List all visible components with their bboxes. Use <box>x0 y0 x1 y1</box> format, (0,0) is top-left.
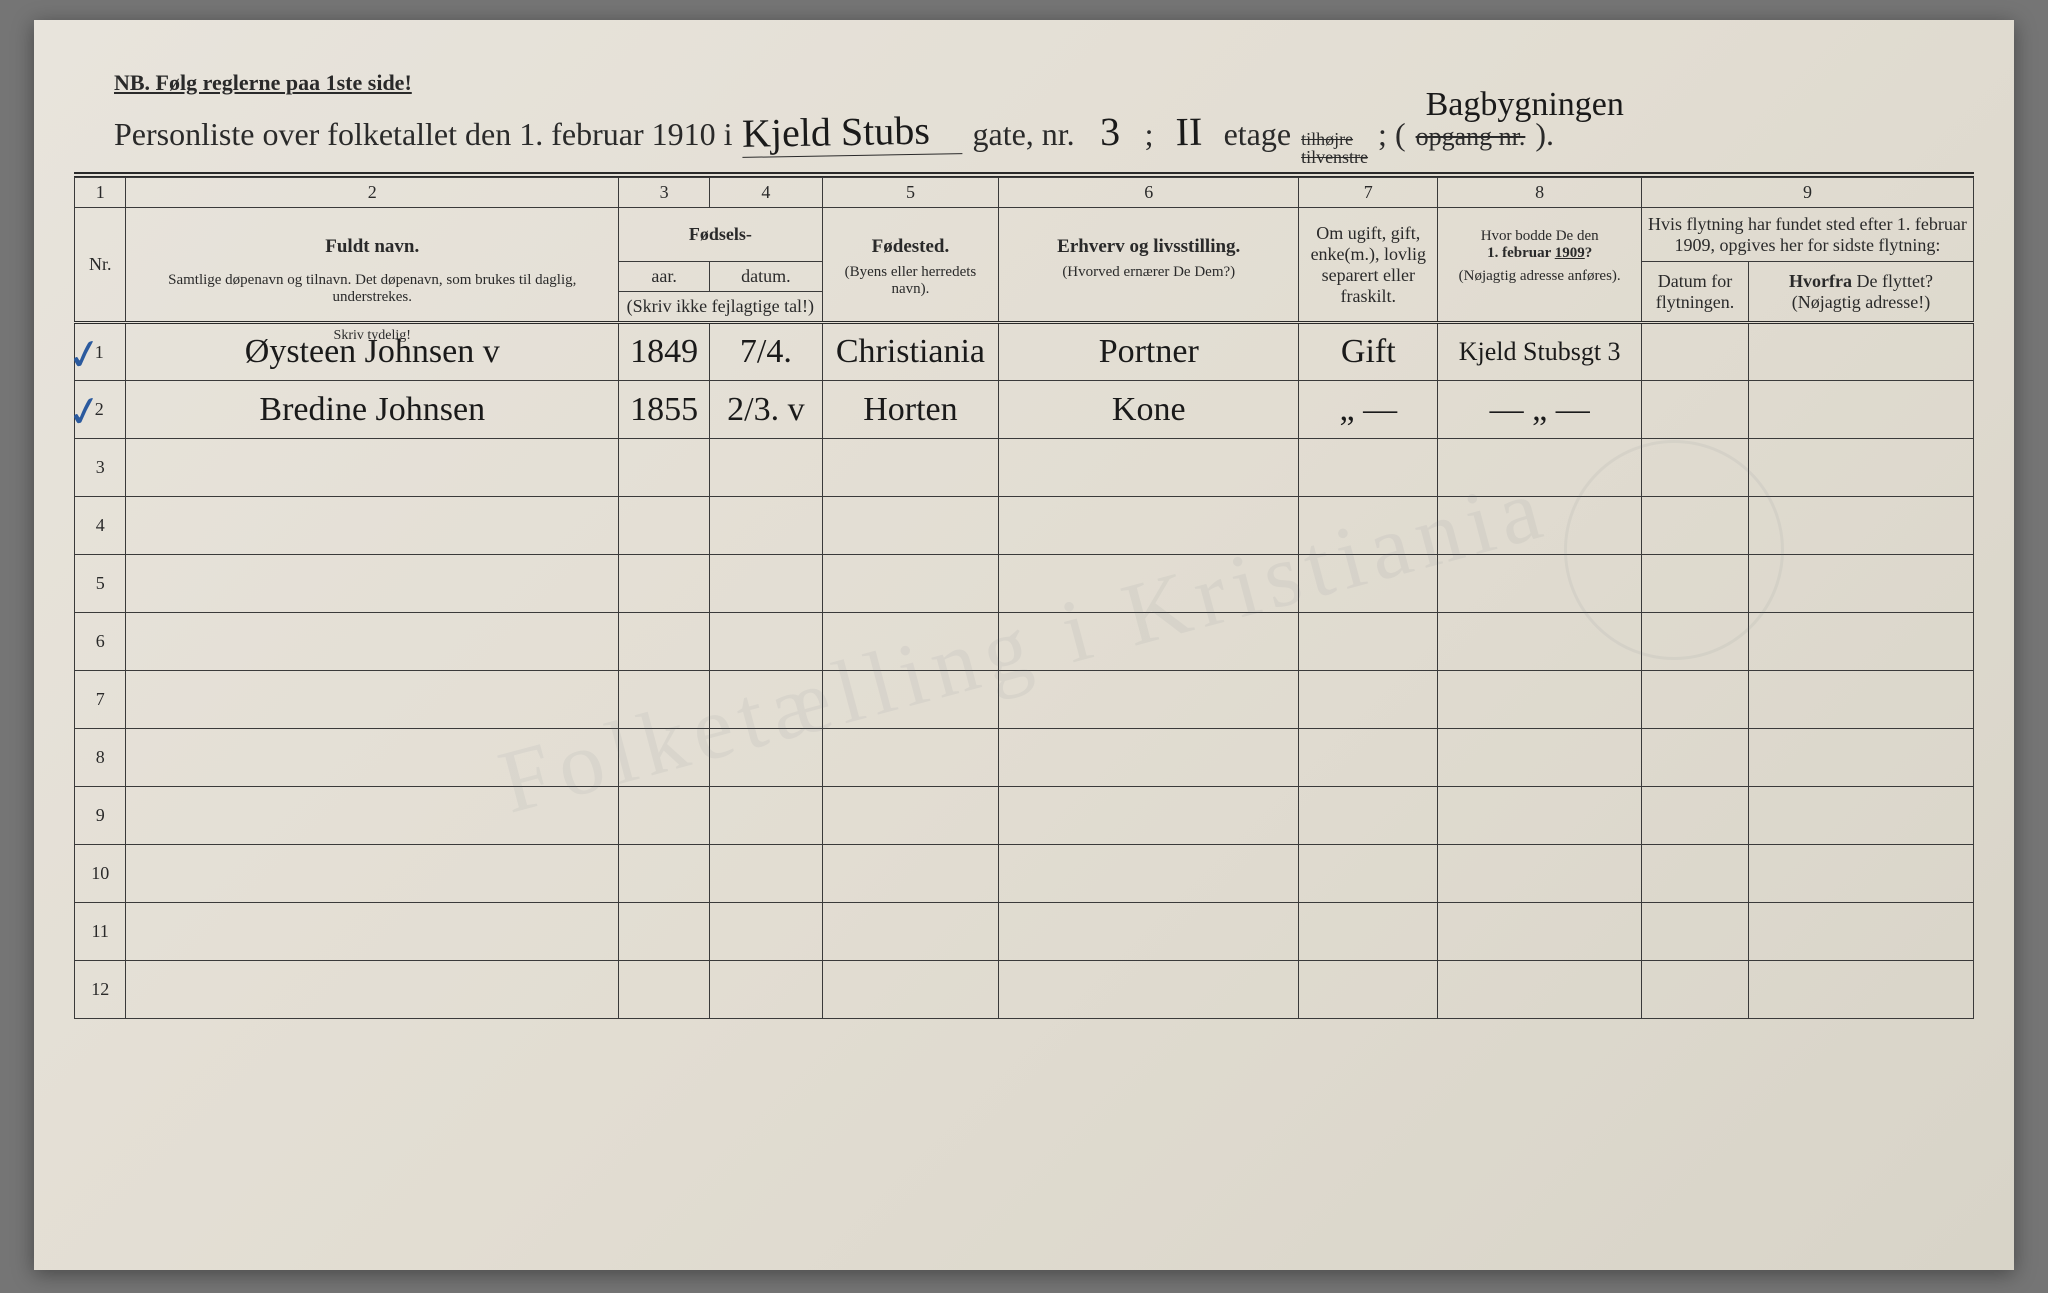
colnum-5: 5 <box>822 178 999 208</box>
hvorfra-value <box>1749 381 1974 439</box>
strike-tilhojre: tilhøjre <box>1301 130 1368 148</box>
title-semi2: ; ( <box>1378 116 1406 153</box>
column-number-row: 1 2 3 4 5 6 7 8 9 <box>75 178 1974 208</box>
table-row: 6 <box>75 613 1974 671</box>
flyt-datum-value <box>1641 323 1748 381</box>
colnum-6: 6 <box>999 178 1299 208</box>
col-fodsels: Fødsels- <box>619 208 822 262</box>
census-table: 1 2 3 4 5 6 7 8 9 Nr. Fuldt navn. Samtli… <box>74 177 1974 1019</box>
col-datum: datum. <box>710 262 822 292</box>
col-fodested-title: Fødested. <box>829 236 993 258</box>
nr-value: 3 <box>75 439 126 497</box>
colnum-2: 2 <box>126 178 619 208</box>
paren-handwritten: Bagbygningen <box>1426 86 1624 124</box>
flyt-datum-value <box>1641 381 1748 439</box>
table-row: 8 <box>75 729 1974 787</box>
col-navn-title: Fuldt navn. <box>132 236 612 258</box>
colnum-3: 3 <box>619 178 710 208</box>
col-fodested-sub: (Byens eller herredets navn). <box>829 264 993 298</box>
nr-value: 4 <box>75 497 126 555</box>
nr-handwritten: 3 <box>1084 108 1135 156</box>
table-row: 9 <box>75 787 1974 845</box>
erhverv-value: Kone <box>1112 391 1186 428</box>
check-icon: ✓ <box>63 327 106 381</box>
cell-nr: ✓ 2 <box>75 381 126 439</box>
nr-value: 10 <box>75 845 126 903</box>
col-bodde-title: Hvor bodde De den1. februar 1909? <box>1444 228 1635 262</box>
col-erhverv-sub: (Hvorved ernærer De Dem?) <box>1005 264 1292 281</box>
datum-value: 2/3. v <box>727 391 804 428</box>
fodested-value: Christiania <box>836 333 985 370</box>
nr-value: 11 <box>75 903 126 961</box>
nr-value: 12 <box>75 961 126 1019</box>
col-nr: Nr. <box>75 208 126 323</box>
table-row: ✓ 2 Bredine Johnsen 1855 2/3. v Horten K… <box>75 381 1974 439</box>
title-etage: etage <box>1224 116 1292 153</box>
col-erhverv-title: Erhverv og livsstilling. <box>1005 236 1292 258</box>
colnum-4: 4 <box>710 178 822 208</box>
navn-value: Bredine Johnsen <box>259 391 485 428</box>
title-semi: ; <box>1145 116 1154 153</box>
table-row: 10 <box>75 845 1974 903</box>
colnum-1: 1 <box>75 178 126 208</box>
table-row: ✓ 1 Skriv tydelig! Øysteen Johnsen v 184… <box>75 323 1974 381</box>
table-row: 4 <box>75 497 1974 555</box>
colnum-7: 7 <box>1299 178 1438 208</box>
title-gate: gate, nr. <box>972 116 1074 153</box>
col-fodested: Fødested. (Byens eller herredets navn). <box>822 208 999 323</box>
hvorfra-value <box>1749 323 1974 381</box>
header-row-1: Nr. Fuldt navn. Samtlige døpenavn og til… <box>75 208 1974 262</box>
etage-handwritten: II <box>1163 108 1214 156</box>
col-bodde-sub: (Nøjagtig adresse anføres). <box>1444 268 1635 285</box>
ugift-value: Gift <box>1341 333 1396 370</box>
strike-opgang: opgang nr. <box>1416 122 1526 151</box>
header-rule-1 <box>74 172 1974 174</box>
strike-tilvenstre: tilvenstre <box>1301 148 1368 166</box>
cell-navn: Skriv tydelig! Øysteen Johnsen v <box>126 323 619 381</box>
aar-value: 1855 <box>630 391 698 428</box>
table-row: 11 <box>75 903 1974 961</box>
datum-value: 7/4. <box>740 333 792 370</box>
nr-value: 8 <box>75 729 126 787</box>
fodested-value: Horten <box>863 391 957 428</box>
census-sheet: Folketælling i Kristiania NB. Følg regle… <box>34 20 2014 1270</box>
colnum-8: 8 <box>1438 178 1642 208</box>
table-row: 5 <box>75 555 1974 613</box>
header-title-row: Personliste over folketallet den 1. febr… <box>114 108 1974 166</box>
nr-value: 7 <box>75 671 126 729</box>
col-flyt-datum: Datum for flytningen. <box>1641 262 1748 323</box>
nr-value: 5 <box>75 555 126 613</box>
table-row: 7 <box>75 671 1974 729</box>
bodde-value: — „ — <box>1490 391 1590 428</box>
nr-value: 9 <box>75 787 126 845</box>
erhverv-value: Portner <box>1099 333 1199 370</box>
col-erhverv: Erhverv og livsstilling. (Hvorved ernære… <box>999 208 1299 323</box>
col-ugift: Om ugift, gift, enke(m.), lovlig separer… <box>1299 208 1438 323</box>
check-icon: ✓ <box>63 384 106 438</box>
aar-value: 1849 <box>630 333 698 370</box>
skriv-tydelig-label: Skriv tydelig! <box>334 328 411 344</box>
col-flytning: Hvis flytning har fundet sted efter 1. f… <box>1641 208 1973 262</box>
col-hvorfra: Hvorfra De flyttet?(Nøjagtig adresse!) <box>1749 262 1974 323</box>
table-row: 12 <box>75 961 1974 1019</box>
table-row: 3 <box>75 439 1974 497</box>
table-body: ✓ 1 Skriv tydelig! Øysteen Johnsen v 184… <box>75 323 1974 1019</box>
nr-value: 6 <box>75 613 126 671</box>
bodde-value: Kjeld Stubsgt 3 <box>1459 337 1621 366</box>
title-part1: Personliste over folketallet den 1. febr… <box>114 116 732 153</box>
col-navn: Fuldt navn. Samtlige døpenavn og tilnavn… <box>126 208 619 323</box>
header-nb: NB. Følg reglerne paa 1ste side! <box>114 70 1974 96</box>
ugift-value: „ — <box>1340 391 1398 428</box>
colnum-9: 9 <box>1641 178 1973 208</box>
col-aar: aar. <box>619 262 710 292</box>
col-skriv-ikke: (Skriv ikke fejlagtige tal!) <box>619 292 822 323</box>
cell-nr: ✓ 1 <box>75 323 126 381</box>
col-bodde: Hvor bodde De den1. februar 1909? (Nøjag… <box>1438 208 1642 323</box>
col-navn-sub: Samtlige døpenavn og tilnavn. Det døpena… <box>132 272 612 306</box>
street-handwritten: Kjeld Stubs <box>742 106 963 158</box>
